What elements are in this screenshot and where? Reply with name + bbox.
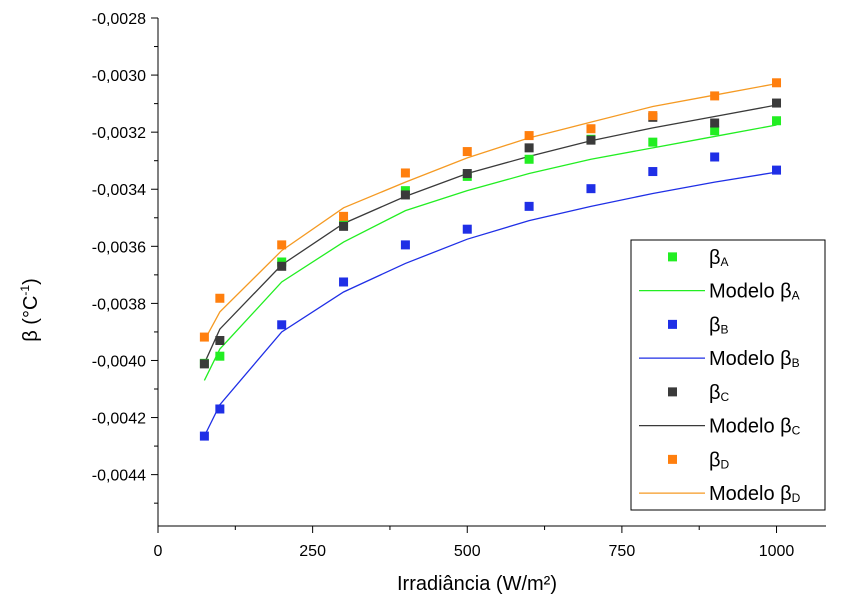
legend-marker-c (668, 387, 677, 397)
data-point-d (772, 78, 782, 88)
legend-label-b: βB (709, 314, 729, 336)
data-point-c (277, 261, 287, 271)
data-point-c (400, 190, 410, 200)
data-point-b (710, 152, 720, 162)
data-point-c (586, 135, 596, 145)
y-tick-label: -0,0044 (92, 468, 146, 485)
legend-label-modelo-b: Modelo βB (709, 348, 800, 370)
y-tick-label: -0,0036 (92, 239, 146, 256)
data-point-d (339, 211, 349, 221)
data-point-a (215, 351, 225, 361)
data-point-d (215, 293, 225, 303)
series-line-modelo-b (203, 171, 777, 437)
y-axis: -0,0044 -0,0042 -0,0040 -0,0038 -0,0036 -0,00… (92, 11, 158, 504)
data-point-b (586, 184, 596, 194)
data-point-d (199, 332, 209, 342)
data-point-c (710, 118, 720, 128)
y-axis-title-sup: -1 (18, 285, 32, 296)
data-point-c (524, 143, 534, 153)
y-tick-label: -0,0028 (92, 11, 146, 28)
legend-label-modelo-a: Modelo βA (709, 281, 800, 303)
data-point-b (648, 167, 658, 177)
data-point-d (710, 91, 720, 101)
legend-box (630, 239, 826, 511)
data-point-b (199, 431, 209, 441)
data-point-b (524, 201, 534, 211)
legend-label-d: βD (709, 449, 730, 471)
y-tick-label: -0,0034 (92, 182, 146, 199)
data-point-b (277, 320, 287, 330)
data-point-a (710, 126, 720, 136)
y-tick-label: -0,0030 (92, 68, 146, 85)
data-point-d (400, 168, 410, 178)
x-tick-label: 0 (154, 543, 163, 560)
legend-label-modelo-c: Modelo βC (709, 416, 801, 438)
data-point-c (215, 335, 225, 345)
legend-label-modelo-d: Modelo βD (709, 483, 801, 505)
x-tick-label: 250 (299, 543, 326, 560)
legend-label-a: βA (709, 247, 729, 269)
data-point-d (524, 131, 534, 141)
x-axis: 0 250 500 750 1000 (154, 526, 795, 560)
legend-marker-a (668, 252, 677, 262)
series-line-modelo-d (203, 83, 777, 341)
data-point-a (772, 116, 782, 126)
data-point-b (215, 404, 225, 414)
y-axis-title-main: β (°C (20, 296, 42, 342)
data-point-d (462, 147, 472, 157)
data-point-c (462, 169, 472, 179)
y-tick-label: -0,0042 (92, 411, 146, 428)
data-point-b (772, 165, 782, 175)
legend-marker-b (668, 319, 677, 329)
data-point-d (277, 240, 287, 250)
series-line-modelo-a (203, 124, 777, 381)
y-axis-title-close: ) (20, 278, 42, 285)
legend-marker-d (668, 454, 677, 464)
data-point-c (772, 98, 782, 108)
data-point-d (648, 111, 658, 121)
data-point-b (400, 240, 410, 250)
data-point-a (648, 137, 658, 147)
x-tick-label: 500 (454, 543, 481, 560)
x-tick-label: 750 (609, 543, 636, 560)
y-tick-label: -0,0038 (92, 296, 146, 313)
data-point-a (524, 154, 534, 164)
data-point-c (199, 359, 209, 369)
legend-label-c: βC (709, 382, 730, 404)
plot-frame (157, 18, 826, 527)
legend: βA Modelo βA βB Modelo βB βC Modelo βC βD Model… (630, 239, 826, 511)
series-layer (199, 78, 782, 441)
y-axis-title: β (°C-1) (18, 278, 42, 342)
data-point-b (339, 277, 349, 287)
x-axis-title: Irradiância (W/m²) (397, 573, 557, 595)
x-tick-label: 1000 (759, 543, 795, 560)
y-tick-label: -0,0040 (92, 353, 146, 370)
data-point-c (339, 221, 349, 231)
data-point-b (462, 224, 472, 234)
data-point-d (586, 124, 596, 134)
y-tick-label: -0,0032 (92, 125, 146, 142)
